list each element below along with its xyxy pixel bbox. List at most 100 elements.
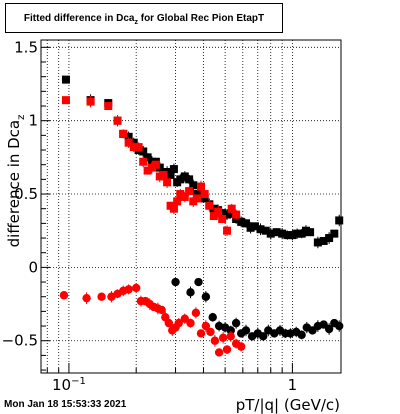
data-point-square	[319, 236, 328, 245]
data-point-square	[301, 226, 310, 235]
data-point-circle	[226, 332, 235, 341]
data-point-square	[335, 216, 344, 225]
data-point-square	[134, 143, 143, 152]
data-point-square	[223, 210, 232, 219]
data-point-square	[143, 166, 152, 175]
data-point-circle	[186, 318, 195, 328]
data-point-square	[86, 97, 95, 106]
data-point-circle	[196, 329, 206, 338]
data-point-circle	[210, 336, 220, 345]
data-point-square	[256, 225, 265, 234]
data-point-square	[227, 204, 236, 213]
data-point-square	[205, 201, 214, 210]
data-point-square	[176, 175, 185, 184]
y-axis-title-subscript: z	[16, 115, 27, 120]
data-point-square	[306, 228, 315, 237]
data-point-square	[189, 181, 198, 190]
data-point-square	[237, 217, 246, 226]
data-point-square	[325, 234, 334, 243]
y-tick-label: 0	[28, 258, 38, 276]
data-point-circle	[208, 313, 217, 322]
data-point-circle	[218, 333, 228, 342]
chart-title: Fitted difference in Dca z for Global Rec…	[5, 3, 283, 33]
data-point-circle	[324, 324, 334, 334]
data-point-square	[166, 170, 175, 179]
data-point-square	[209, 212, 218, 221]
data-point-square	[163, 178, 172, 187]
data-point-square	[330, 229, 339, 238]
data-point-circle	[236, 342, 246, 351]
data-point-square	[193, 190, 202, 199]
y-tick-label: 1.5	[14, 38, 38, 56]
data-point-square	[61, 75, 70, 84]
data-point-circle	[124, 285, 133, 294]
data-point-circle	[131, 283, 141, 293]
data-point-circle	[214, 348, 224, 357]
data-point-square	[209, 204, 218, 213]
data-point-square	[147, 157, 156, 166]
data-point-square	[139, 147, 148, 156]
data-point-circle	[231, 318, 241, 328]
data-point-circle	[335, 321, 344, 331]
data-point-square	[151, 160, 160, 169]
data-point-square	[297, 229, 306, 238]
chart-title-suffix: for Global Rec Pion EtapT	[137, 12, 265, 24]
data-point-square	[193, 194, 202, 203]
data-point-circle	[226, 326, 235, 335]
data-point-circle	[186, 288, 195, 297]
chart-title-prefix: Fitted difference in Dca	[23, 12, 135, 24]
data-point-square	[250, 222, 259, 231]
data-point-square	[200, 190, 209, 199]
data-point-square	[169, 165, 178, 174]
data-point-square	[147, 163, 156, 172]
data-point-square	[232, 210, 241, 219]
data-point-circle	[157, 305, 166, 315]
data-point-circle	[258, 332, 268, 341]
data-point-circle	[222, 345, 232, 354]
data-point-square	[169, 204, 178, 213]
data-point-square	[283, 231, 292, 240]
data-point-square	[261, 226, 270, 235]
data-point-square	[214, 207, 223, 216]
x-axis-title: pT/|q| (GeV/c)	[236, 396, 340, 414]
data-point-square	[180, 192, 189, 201]
data-point-square	[185, 187, 194, 196]
plot-frame	[40, 39, 342, 374]
data-point-circle	[201, 321, 211, 331]
data-point-circle	[241, 326, 251, 335]
data-point-square	[242, 219, 251, 228]
data-point-square	[223, 226, 232, 235]
data-point-circle	[180, 314, 189, 323]
data-point-square	[200, 194, 209, 203]
data-point-square	[197, 182, 206, 191]
data-point-circle	[174, 318, 183, 328]
data-point-square	[288, 231, 297, 240]
data-point-square	[185, 175, 194, 184]
data-point-square	[272, 228, 281, 237]
data-point-square	[61, 96, 70, 105]
y-tick-label: 0.5	[14, 185, 38, 203]
data-point-square	[176, 190, 185, 199]
data-point-square	[278, 229, 287, 238]
data-point-square	[143, 153, 152, 162]
axes-layer: −0.5 0 0.5 1 1.5 10−1 1	[2, 38, 342, 394]
data-point-square	[139, 157, 148, 166]
data-point-square	[180, 172, 189, 181]
y-axis-title: difference in Dcaz	[5, 115, 27, 248]
y-tick-label: 1	[28, 112, 38, 130]
data-point-square	[293, 229, 302, 238]
data-point-square	[313, 238, 322, 247]
data-point-square	[129, 143, 138, 152]
x-tick-label: 1	[288, 376, 298, 394]
data-point-square	[104, 102, 113, 111]
data-point-square	[113, 116, 122, 125]
data-point-square	[124, 132, 133, 141]
data-point-square	[159, 170, 168, 179]
y-tick-label: −0.5	[2, 332, 38, 350]
data-point-square	[218, 214, 227, 223]
data-point-square	[173, 197, 182, 206]
timestamp: Mon Jan 18 15:53:33 2021	[4, 399, 127, 410]
data-point-circle	[191, 308, 201, 318]
data-point-square	[246, 223, 255, 232]
